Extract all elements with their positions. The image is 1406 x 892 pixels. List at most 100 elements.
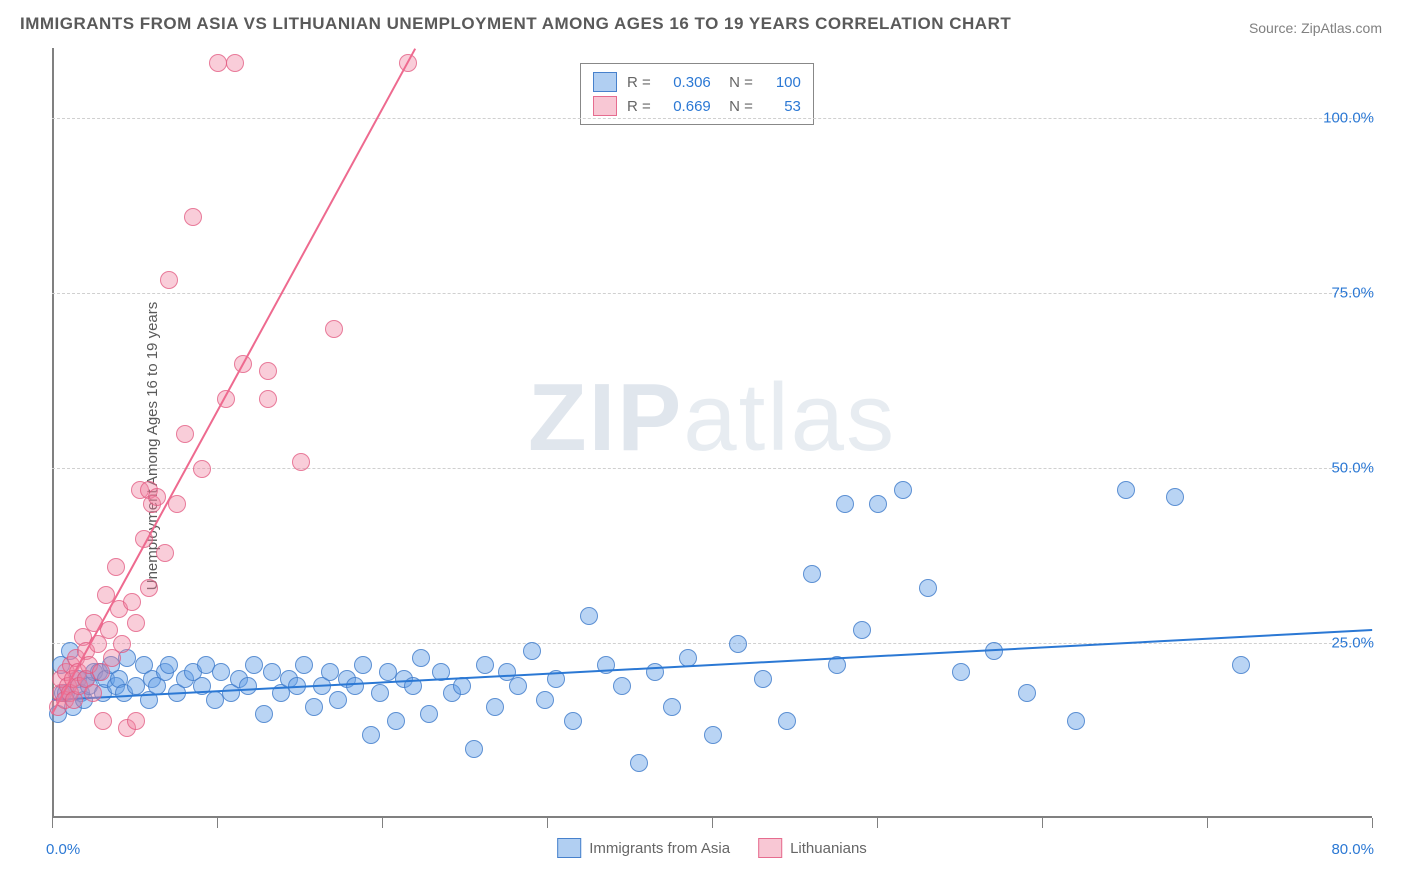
- data-point: [239, 677, 257, 695]
- data-point: [704, 726, 722, 744]
- y-tick-label: 50.0%: [1331, 460, 1374, 477]
- x-tick: [877, 818, 878, 828]
- y-tick-label: 100.0%: [1323, 110, 1374, 127]
- data-point: [536, 691, 554, 709]
- data-point: [127, 712, 145, 730]
- data-point: [476, 656, 494, 674]
- x-tick: [217, 818, 218, 828]
- data-point: [613, 677, 631, 695]
- data-point: [803, 565, 821, 583]
- y-tick-label: 75.0%: [1331, 285, 1374, 302]
- data-point: [379, 663, 397, 681]
- data-point: [869, 495, 887, 513]
- data-point: [206, 691, 224, 709]
- data-point: [412, 649, 430, 667]
- data-point: [321, 663, 339, 681]
- legend-item-lith: Lithuanians: [758, 838, 867, 858]
- legend-swatch-blue: [593, 72, 617, 92]
- chart-title: IMMIGRANTS FROM ASIA VS LITHUANIAN UNEMP…: [20, 14, 1011, 34]
- data-point: [156, 544, 174, 562]
- x-tick: [1372, 818, 1373, 828]
- data-point: [94, 712, 112, 730]
- data-point: [580, 607, 598, 625]
- data-point: [1166, 488, 1184, 506]
- data-point: [729, 635, 747, 653]
- data-point: [523, 642, 541, 660]
- legend-r-label: R =: [627, 98, 651, 115]
- watermark-bold: ZIP: [528, 364, 683, 471]
- legend-r-value-asia: 0.306: [661, 74, 711, 91]
- data-point: [420, 705, 438, 723]
- legend-r-label: R =: [627, 74, 651, 91]
- legend-n-label: N =: [721, 98, 753, 115]
- data-point: [465, 740, 483, 758]
- data-point: [193, 460, 211, 478]
- data-point: [84, 684, 102, 702]
- data-point: [663, 698, 681, 716]
- data-point: [160, 656, 178, 674]
- trend-line: [51, 49, 416, 715]
- series-legend: Immigrants from Asia Lithuanians: [557, 838, 867, 858]
- legend-row-lith: R = 0.669 N = 53: [593, 94, 801, 118]
- data-point: [305, 698, 323, 716]
- legend-label-asia: Immigrants from Asia: [589, 840, 730, 857]
- data-point: [630, 754, 648, 772]
- legend-label-lith: Lithuanians: [790, 840, 867, 857]
- data-point: [919, 579, 937, 597]
- data-point: [259, 390, 277, 408]
- legend-swatch-blue: [557, 838, 581, 858]
- x-tick: [1042, 818, 1043, 828]
- correlation-legend: R = 0.306 N = 100 R = 0.669 N = 53: [580, 63, 814, 125]
- legend-swatch-pink: [593, 96, 617, 116]
- data-point: [107, 558, 125, 576]
- data-point: [245, 656, 263, 674]
- data-point: [509, 677, 527, 695]
- data-point: [754, 670, 772, 688]
- data-point: [1232, 656, 1250, 674]
- data-point: [362, 726, 380, 744]
- data-point: [853, 621, 871, 639]
- x-tick: [547, 818, 548, 828]
- legend-row-asia: R = 0.306 N = 100: [593, 70, 801, 94]
- data-point: [486, 698, 504, 716]
- data-point: [176, 425, 194, 443]
- data-point: [564, 712, 582, 730]
- legend-swatch-pink: [758, 838, 782, 858]
- scatter-plot-area: ZIPatlas 0.0% 80.0% R = 0.306 N = 100 R …: [52, 48, 1372, 818]
- data-point: [148, 488, 166, 506]
- data-point: [453, 677, 471, 695]
- data-point: [354, 656, 372, 674]
- gridline: [52, 293, 1372, 294]
- x-axis-max-label: 80.0%: [1331, 841, 1374, 858]
- watermark-rest: atlas: [683, 364, 896, 471]
- data-point: [894, 481, 912, 499]
- gridline: [52, 118, 1372, 119]
- data-point: [140, 579, 158, 597]
- data-point: [226, 54, 244, 72]
- watermark: ZIPatlas: [528, 363, 896, 473]
- y-tick-label: 25.0%: [1331, 635, 1374, 652]
- gridline: [52, 468, 1372, 469]
- data-point: [255, 705, 273, 723]
- x-axis-min-label: 0.0%: [46, 841, 80, 858]
- data-point: [325, 320, 343, 338]
- data-point: [259, 362, 277, 380]
- data-point: [292, 453, 310, 471]
- x-tick: [382, 818, 383, 828]
- data-point: [1067, 712, 1085, 730]
- data-point: [952, 663, 970, 681]
- x-tick: [712, 818, 713, 828]
- legend-r-value-lith: 0.669: [661, 98, 711, 115]
- data-point: [263, 663, 281, 681]
- legend-n-value-lith: 53: [763, 98, 801, 115]
- legend-n-label: N =: [721, 74, 753, 91]
- x-tick: [52, 818, 53, 828]
- data-point: [387, 712, 405, 730]
- data-point: [329, 691, 347, 709]
- x-tick: [1207, 818, 1208, 828]
- gridline: [52, 643, 1372, 644]
- data-point: [346, 677, 364, 695]
- legend-n-value-asia: 100: [763, 74, 801, 91]
- data-point: [184, 208, 202, 226]
- data-point: [778, 712, 796, 730]
